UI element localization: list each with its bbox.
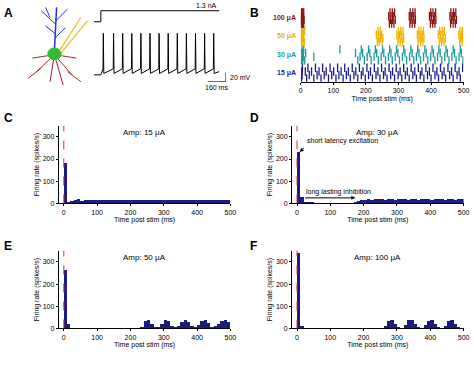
- svg-text:1.3 nA: 1.3 nA: [196, 2, 217, 9]
- svg-text:200: 200: [43, 155, 55, 162]
- svg-text:200: 200: [358, 334, 370, 341]
- svg-text:100: 100: [276, 178, 288, 185]
- svg-text:0: 0: [295, 209, 299, 216]
- svg-text:300: 300: [276, 258, 288, 265]
- svg-text:Amp: 15 μA: Amp: 15 μA: [123, 128, 166, 137]
- svg-text:400: 400: [424, 334, 436, 341]
- svg-text:200: 200: [360, 87, 372, 94]
- svg-text:Firing rate (spikes/s): Firing rate (spikes/s): [266, 133, 274, 196]
- svg-text:100: 100: [324, 209, 336, 216]
- svg-text:100: 100: [43, 303, 55, 310]
- svg-text:400: 400: [424, 209, 436, 216]
- svg-text:B: B: [250, 6, 259, 20]
- svg-text:300: 300: [43, 133, 55, 140]
- svg-text:Firing rate (spikes/s): Firing rate (spikes/s): [33, 258, 41, 321]
- svg-text:300: 300: [158, 209, 170, 216]
- svg-text:F: F: [250, 239, 257, 253]
- svg-text:0: 0: [295, 334, 299, 341]
- svg-text:100: 100: [328, 87, 340, 94]
- svg-text:500: 500: [225, 334, 237, 341]
- svg-text:300: 300: [276, 133, 288, 140]
- svg-text:100: 100: [91, 334, 103, 341]
- svg-text:Amp: 30 μA: Amp: 30 μA: [356, 128, 399, 137]
- svg-text:Amp: 50 μA: Amp: 50 μA: [123, 253, 166, 262]
- svg-text:300: 300: [158, 334, 170, 341]
- svg-text:C: C: [4, 111, 13, 125]
- svg-text:Firing rate (spikes/s): Firing rate (spikes/s): [266, 258, 274, 321]
- svg-text:50 μA: 50 μA: [277, 32, 296, 40]
- svg-text:100: 100: [43, 178, 55, 185]
- svg-text:200: 200: [125, 209, 137, 216]
- svg-text:Amp: 100 μA: Amp: 100 μA: [354, 253, 401, 262]
- svg-text:400: 400: [425, 87, 437, 94]
- svg-text:15 μA: 15 μA: [277, 69, 296, 77]
- svg-text:20 mV: 20 mV: [230, 74, 251, 81]
- svg-text:300: 300: [391, 209, 403, 216]
- svg-text:0: 0: [299, 87, 303, 94]
- svg-text:100 μA: 100 μA: [273, 14, 296, 22]
- svg-text:400: 400: [191, 334, 203, 341]
- svg-text:200: 200: [43, 281, 55, 288]
- svg-text:500: 500: [458, 209, 470, 216]
- svg-text:200: 200: [276, 155, 288, 162]
- svg-text:0: 0: [50, 200, 54, 207]
- svg-text:100: 100: [91, 209, 103, 216]
- svg-text:Time post stim (ms): Time post stim (ms): [347, 341, 408, 349]
- svg-text:500: 500: [458, 87, 470, 94]
- svg-text:200: 200: [125, 334, 137, 341]
- svg-text:Time post stim (ms): Time post stim (ms): [347, 216, 408, 224]
- svg-text:D: D: [250, 111, 259, 125]
- svg-text:Time post stim (ms): Time post stim (ms): [352, 95, 413, 103]
- svg-text:160 ms: 160 ms: [205, 84, 228, 91]
- svg-text:0: 0: [284, 200, 288, 207]
- svg-text:400: 400: [191, 209, 203, 216]
- svg-text:100: 100: [324, 334, 336, 341]
- svg-text:0: 0: [62, 209, 66, 216]
- svg-text:long lasting inhibition: long lasting inhibition: [306, 188, 371, 196]
- svg-text:Time post stim (ms): Time post stim (ms): [114, 341, 175, 349]
- svg-text:300: 300: [391, 334, 403, 341]
- svg-text:0: 0: [284, 325, 288, 332]
- svg-text:200: 200: [276, 281, 288, 288]
- svg-text:E: E: [4, 239, 12, 253]
- svg-text:300: 300: [43, 258, 55, 265]
- svg-text:A: A: [4, 6, 13, 20]
- svg-text:Time post stim (ms): Time post stim (ms): [114, 216, 175, 224]
- svg-text:0: 0: [50, 325, 54, 332]
- svg-text:short latency excitation: short latency excitation: [307, 137, 378, 145]
- svg-text:0: 0: [62, 334, 66, 341]
- svg-text:500: 500: [225, 209, 237, 216]
- svg-text:300: 300: [393, 87, 405, 94]
- svg-text:30 μA: 30 μA: [277, 51, 296, 59]
- svg-text:100: 100: [276, 303, 288, 310]
- svg-text:Firing rate (spikes/s): Firing rate (spikes/s): [33, 133, 41, 196]
- svg-text:500: 500: [458, 334, 470, 341]
- svg-text:200: 200: [358, 209, 370, 216]
